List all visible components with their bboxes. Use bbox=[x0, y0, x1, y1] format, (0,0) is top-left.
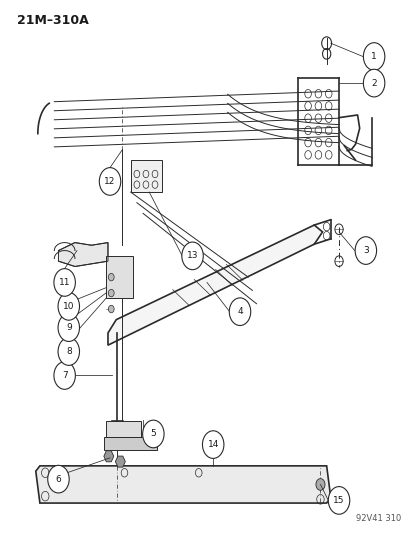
FancyBboxPatch shape bbox=[106, 256, 133, 298]
Circle shape bbox=[229, 298, 250, 326]
Text: 2: 2 bbox=[370, 78, 376, 87]
Circle shape bbox=[54, 362, 75, 389]
Circle shape bbox=[108, 305, 114, 313]
Text: 8: 8 bbox=[66, 347, 71, 356]
Text: 13: 13 bbox=[186, 252, 198, 260]
Circle shape bbox=[58, 338, 79, 366]
Text: 21M–310A: 21M–310A bbox=[17, 14, 89, 27]
Circle shape bbox=[58, 314, 79, 342]
Circle shape bbox=[54, 269, 75, 296]
Circle shape bbox=[58, 293, 79, 320]
Text: 14: 14 bbox=[207, 440, 218, 449]
Circle shape bbox=[315, 479, 324, 490]
Text: 10: 10 bbox=[63, 302, 74, 311]
Text: 1: 1 bbox=[370, 52, 376, 61]
Circle shape bbox=[142, 420, 164, 448]
Circle shape bbox=[202, 431, 223, 458]
Text: 12: 12 bbox=[104, 177, 116, 186]
Circle shape bbox=[363, 69, 384, 97]
Text: 11: 11 bbox=[59, 278, 70, 287]
Polygon shape bbox=[104, 437, 157, 450]
Polygon shape bbox=[106, 421, 141, 437]
Text: 5: 5 bbox=[150, 430, 156, 439]
Text: 6: 6 bbox=[55, 475, 61, 483]
Circle shape bbox=[99, 167, 121, 195]
Polygon shape bbox=[36, 466, 330, 503]
Circle shape bbox=[108, 289, 114, 297]
Circle shape bbox=[181, 242, 203, 270]
Text: 92V41 310: 92V41 310 bbox=[355, 514, 400, 523]
Polygon shape bbox=[58, 243, 108, 266]
Circle shape bbox=[354, 237, 376, 264]
Circle shape bbox=[108, 273, 114, 281]
Text: 3: 3 bbox=[362, 246, 368, 255]
Text: 15: 15 bbox=[332, 496, 344, 505]
Polygon shape bbox=[108, 225, 322, 345]
Text: 4: 4 bbox=[237, 307, 242, 316]
Text: 7: 7 bbox=[62, 371, 67, 380]
Polygon shape bbox=[115, 456, 125, 467]
Circle shape bbox=[363, 43, 384, 70]
Text: 9: 9 bbox=[66, 323, 71, 332]
FancyBboxPatch shape bbox=[131, 160, 161, 192]
Circle shape bbox=[328, 487, 349, 514]
Circle shape bbox=[47, 465, 69, 493]
Polygon shape bbox=[104, 451, 114, 462]
